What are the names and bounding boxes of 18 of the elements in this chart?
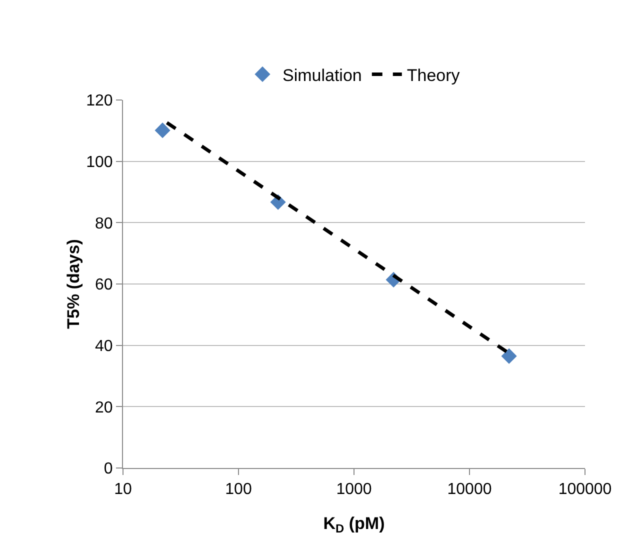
x-tick-label: 10000 [447, 481, 492, 498]
y-tick-label: 80 [95, 215, 113, 232]
point [154, 122, 170, 138]
x-tick-label: 100000 [558, 481, 612, 498]
x-tick-label: 100 [225, 481, 252, 498]
y-tick-label: 100 [86, 154, 113, 171]
legend-label: Simulation [282, 66, 362, 85]
y-tick-label: 20 [95, 399, 113, 416]
point [501, 348, 517, 364]
y-tick-label: 60 [95, 276, 113, 294]
x-tick-label: 1000 [336, 481, 372, 498]
y-tick-label: 0 [104, 460, 113, 478]
legend-label: Theory [406, 66, 460, 85]
y-axis-title: T5% (days) [64, 239, 83, 329]
x-tick-label: 10 [114, 481, 132, 498]
y-tick-label: 40 [95, 338, 113, 355]
x-axis-title: K$_{D}$ (pM) [323, 514, 385, 536]
y-tick-label: 120 [86, 92, 113, 110]
